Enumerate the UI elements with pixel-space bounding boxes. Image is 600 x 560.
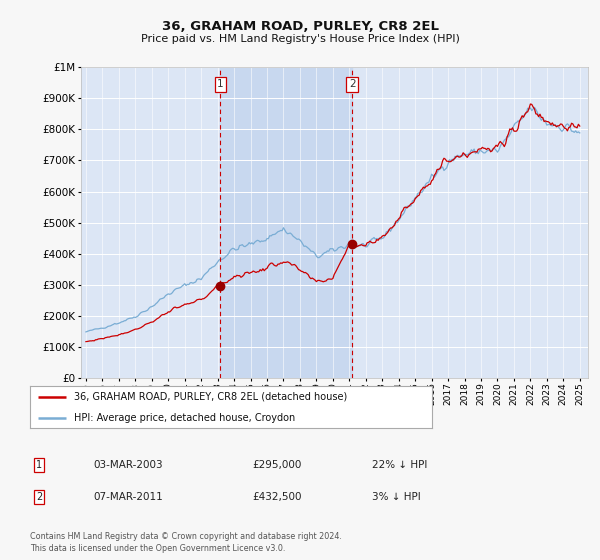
Text: 36, GRAHAM ROAD, PURLEY, CR8 2EL: 36, GRAHAM ROAD, PURLEY, CR8 2EL (161, 20, 439, 32)
Text: 1: 1 (36, 460, 42, 470)
Text: 36, GRAHAM ROAD, PURLEY, CR8 2EL (detached house): 36, GRAHAM ROAD, PURLEY, CR8 2EL (detach… (74, 392, 347, 402)
Text: 03-MAR-2003: 03-MAR-2003 (93, 460, 163, 470)
Text: £295,000: £295,000 (252, 460, 301, 470)
Text: 1: 1 (217, 80, 224, 89)
Text: HPI: Average price, detached house, Croydon: HPI: Average price, detached house, Croy… (74, 413, 295, 423)
Bar (220, 67, 352, 378)
Text: Contains HM Land Registry data © Crown copyright and database right 2024.: Contains HM Land Registry data © Crown c… (30, 532, 342, 541)
Text: This data is licensed under the Open Government Licence v3.0.: This data is licensed under the Open Gov… (30, 544, 286, 553)
Text: 07-MAR-2011: 07-MAR-2011 (93, 492, 163, 502)
Text: 2: 2 (36, 492, 42, 502)
Text: 3% ↓ HPI: 3% ↓ HPI (372, 492, 421, 502)
Text: 2: 2 (349, 80, 355, 89)
Text: Price paid vs. HM Land Registry's House Price Index (HPI): Price paid vs. HM Land Registry's House … (140, 34, 460, 44)
Text: £432,500: £432,500 (252, 492, 302, 502)
Text: 22% ↓ HPI: 22% ↓ HPI (372, 460, 427, 470)
